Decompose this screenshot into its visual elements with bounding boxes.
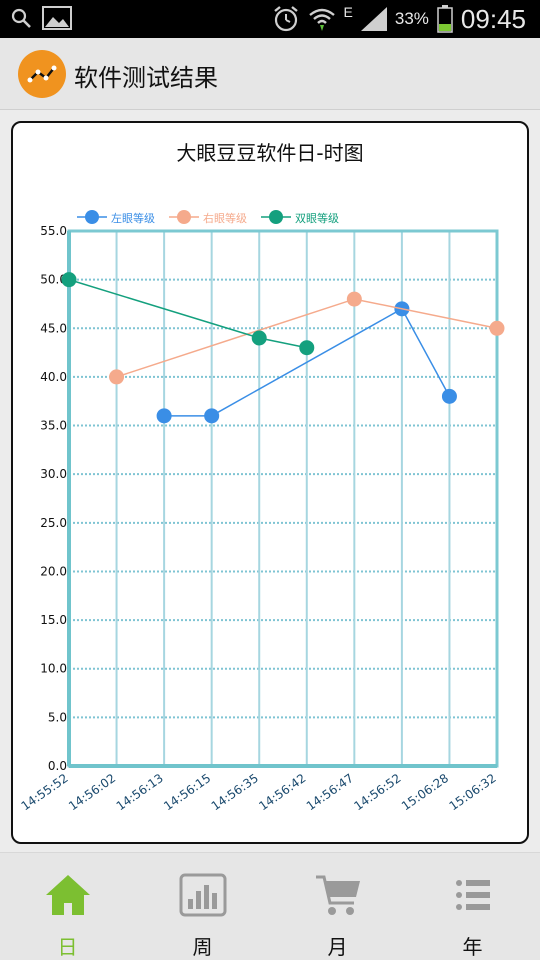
series-line <box>68 278 307 349</box>
y-tick-label: 40.0 <box>40 370 67 384</box>
data-point <box>204 408 220 424</box>
signal-icon <box>360 7 387 31</box>
tab-day[interactable]: 日 <box>0 853 135 960</box>
cart-icon <box>315 875 360 915</box>
data-point <box>299 340 315 356</box>
y-tick-label: 50.0 <box>40 273 67 287</box>
action-bar: 软件测试结果 <box>0 38 540 110</box>
y-tick-label: 5.0 <box>48 710 67 724</box>
data-point <box>109 369 125 385</box>
x-tick-label: 14:56:42 <box>256 771 308 813</box>
data-point <box>441 388 457 404</box>
x-tick-label: 14:55:52 <box>19 771 71 813</box>
battery-percent: 33% <box>394 9 429 28</box>
x-tick-label: 15:06:28 <box>399 771 451 813</box>
bottom-nav: 日 周 月 年 <box>0 852 540 960</box>
tab-year-label: 年 <box>462 935 483 959</box>
y-tick-label: 45.0 <box>40 321 67 335</box>
data-point <box>61 272 77 288</box>
y-tick-label: 55.0 <box>40 224 67 238</box>
data-point <box>251 330 267 346</box>
y-tick-label: 20.0 <box>40 564 67 578</box>
home-icon <box>45 875 90 915</box>
y-tick-label: 10.0 <box>40 662 67 676</box>
tab-month-label: 月 <box>327 935 348 959</box>
y-tick-label: 35.0 <box>40 419 67 433</box>
alarm-icon <box>273 6 298 32</box>
x-tick-label: 14:56:47 <box>304 771 356 813</box>
legend-marker <box>269 210 283 224</box>
list-icon <box>455 880 490 910</box>
legend-marker <box>177 210 191 224</box>
status-left <box>10 6 72 30</box>
gallery-icon <box>42 6 72 30</box>
battery-icon <box>437 5 453 33</box>
x-tick-label: 15:06:32 <box>447 771 499 813</box>
series-line <box>164 307 451 417</box>
x-tick-label: 14:56:02 <box>66 771 118 813</box>
tab-day-label: 日 <box>57 935 78 959</box>
x-tick-label: 14:56:52 <box>351 771 403 813</box>
y-tick-label: 25.0 <box>40 516 67 530</box>
chart-title: 大眼豆豆软件日-时图 <box>176 141 364 165</box>
bar-chart-icon <box>179 873 226 917</box>
x-tick-label: 14:56:35 <box>209 771 261 813</box>
line-chart-icon[interactable] <box>18 50 66 98</box>
x-tick-label: 14:56:13 <box>114 771 166 813</box>
search-icon <box>11 8 31 28</box>
page-title: 软件测试结果 <box>74 64 218 92</box>
tab-week-label: 周 <box>192 935 213 959</box>
status-bar: E 33% 09:45 <box>0 0 540 38</box>
y-tick-label: 15.0 <box>40 613 67 627</box>
tab-month[interactable]: 月 <box>270 853 405 960</box>
clock: 09:45 <box>460 3 526 34</box>
plot-border <box>67 229 499 768</box>
data-point <box>346 291 362 307</box>
wifi-icon <box>308 8 335 31</box>
data-point <box>489 320 505 336</box>
legend-label: 右眼等级 <box>203 211 247 225</box>
tab-week[interactable]: 周 <box>135 853 270 960</box>
status-right: E 33% 09:45 <box>272 2 526 36</box>
legend-label: 双眼等级 <box>295 211 339 225</box>
y-tick-label: 0.0 <box>48 759 67 773</box>
data-point <box>156 408 172 424</box>
chart-card: 大眼豆豆软件日-时图 0.0 5.0 10.0 15.0 20.0 25.0 30.0 35.… <box>11 121 529 844</box>
tab-year[interactable]: 年 <box>405 853 540 960</box>
legend-label: 左眼等级 <box>111 211 155 225</box>
line-chart: 0.0 5.0 10.0 15.0 20.0 25.0 30.0 35.0 40.0 45.0 50… <box>19 210 505 813</box>
x-tick-label: 14:56:15 <box>161 771 213 813</box>
legend-marker <box>85 210 99 224</box>
y-tick-label: 30.0 <box>40 467 67 481</box>
network-type: E <box>343 4 353 20</box>
